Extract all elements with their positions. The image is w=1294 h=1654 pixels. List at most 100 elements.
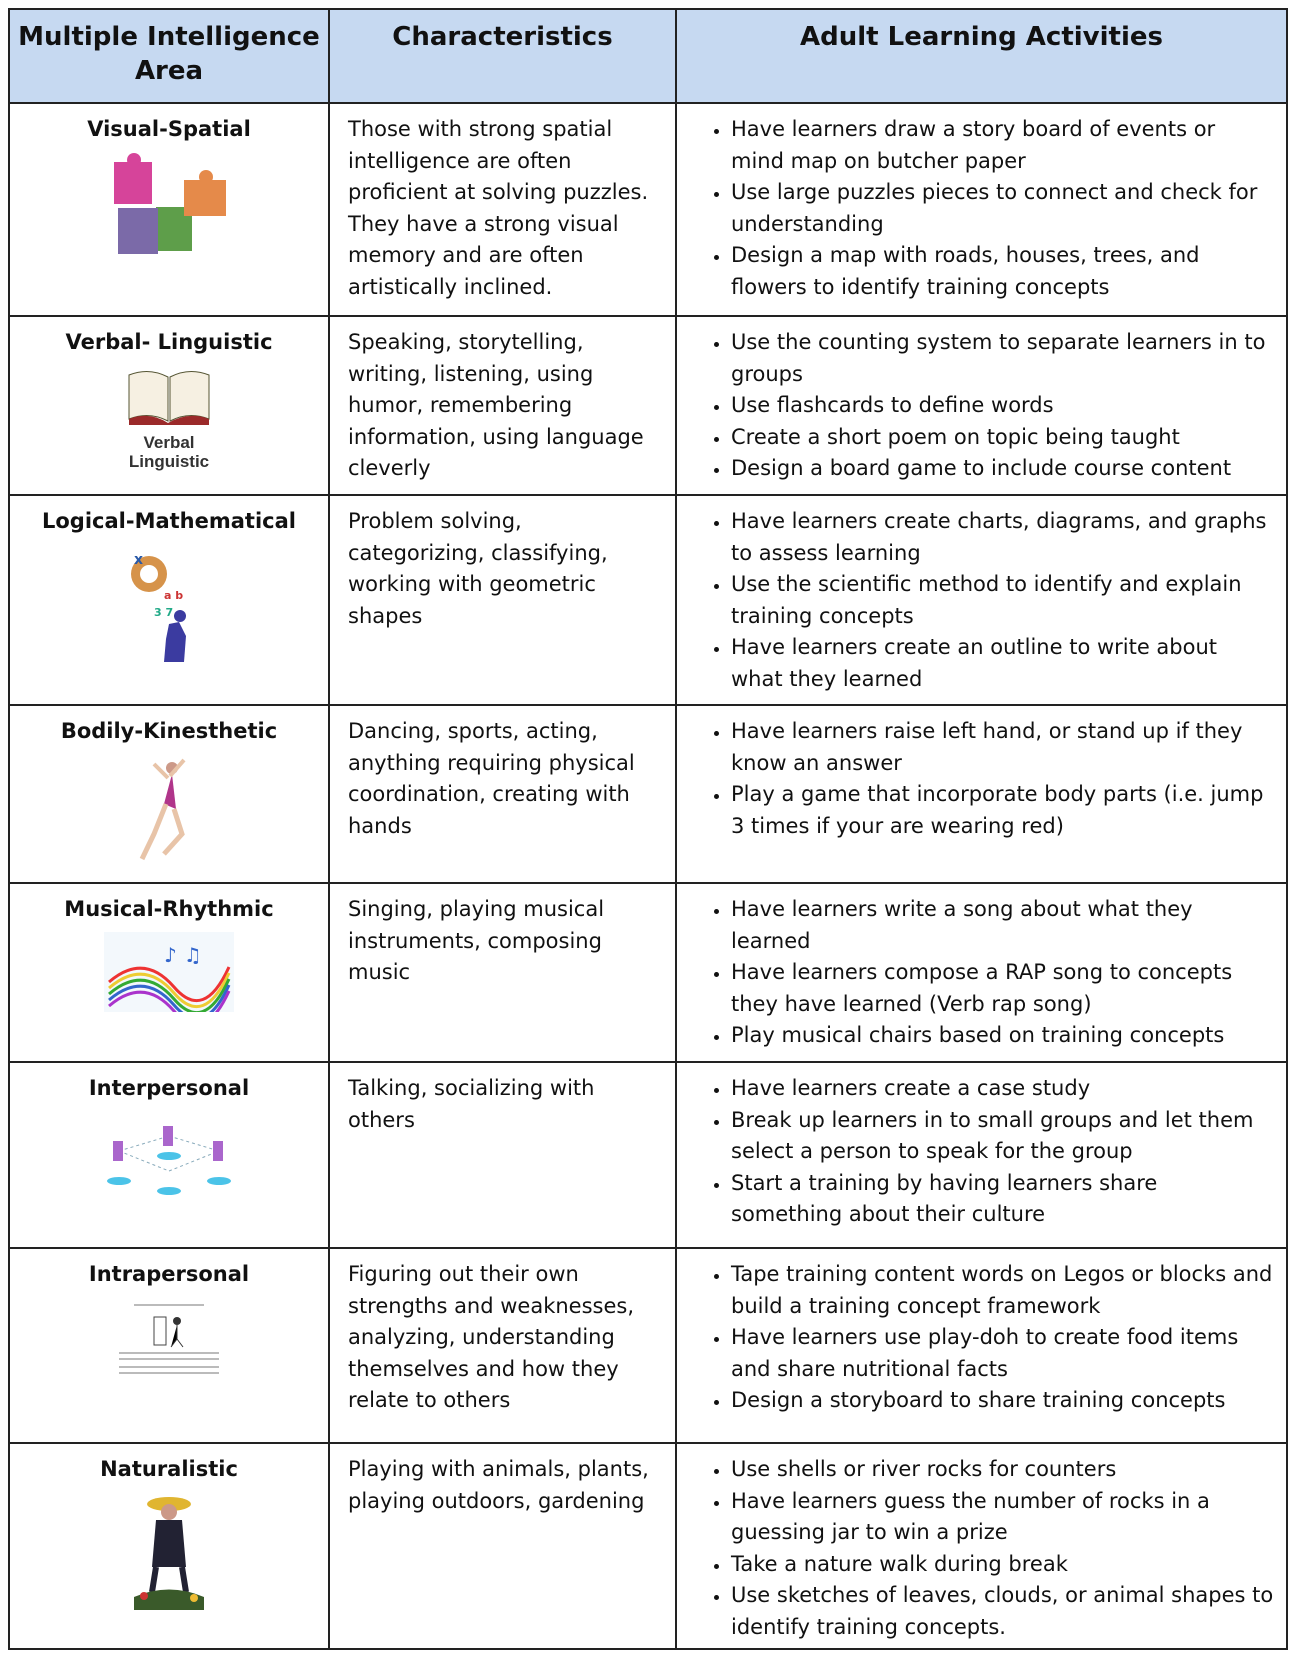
- area-icon: [16, 754, 322, 864]
- activity-item: Have learners compose a RAP song to conc…: [731, 957, 1274, 1020]
- table-row: Interpersonal Talking, socializing with o…: [8, 1061, 1288, 1249]
- characteristics-cell: Those with strong spatial intelligence a…: [328, 102, 677, 317]
- area-name: Musical-Rhythmic: [64, 897, 274, 921]
- area-cell: Intrapersonal: [8, 1247, 330, 1444]
- activity-item: Start a training by having learners shar…: [731, 1168, 1274, 1231]
- characteristics-text: Figuring out their own strengths and wea…: [348, 1262, 635, 1412]
- icon-image: [119, 1304, 219, 1373]
- area-name: Logical-Mathematical: [42, 509, 296, 533]
- table-row: Visual-Spatial Those with strong spatial …: [8, 102, 1288, 317]
- header-cell: Multiple Intelligence Area: [8, 8, 330, 104]
- table-row: Logical-Mathematical x a b 3 7 Problem solvi…: [8, 494, 1288, 706]
- activity-list: Tape training content words on Legos or …: [677, 1259, 1274, 1417]
- activities-cell: Have learners create a case studyBreak u…: [675, 1061, 1288, 1249]
- activities-cell: Have learners raise left hand, or stand …: [675, 704, 1288, 884]
- activities-cell: Have learners write a song about what th…: [675, 882, 1288, 1063]
- svg-text:3 7: 3 7: [154, 606, 173, 619]
- area-name: Naturalistic: [100, 1457, 238, 1481]
- table-row: Verbal- Linguistic Verbal Linguistic Speak…: [8, 315, 1288, 496]
- area-cell: Bodily-Kinesthetic: [8, 704, 330, 884]
- activity-list: Have learners draw a story board of even…: [677, 114, 1274, 303]
- characteristics-text: Speaking, storytelling, writing, listeni…: [348, 330, 644, 480]
- activity-item: Use the scientific method to identify an…: [731, 569, 1274, 632]
- activities-cell: Tape training content words on Legos or …: [675, 1247, 1288, 1444]
- activity-item: Design a storyboard to share training co…: [731, 1385, 1274, 1417]
- intelligence-table: Multiple Intelligence Area Characteristi…: [8, 8, 1288, 1650]
- activity-item: Have learners guess the number of rocks …: [731, 1486, 1274, 1549]
- activity-list: Have learners raise left hand, or stand …: [677, 716, 1274, 842]
- characteristics-text: Those with strong spatial intelligence a…: [348, 117, 649, 299]
- activity-item: Design a map with roads, houses, trees, …: [731, 240, 1274, 303]
- area-cell: Musical-Rhythmic ♪ ♫: [8, 882, 330, 1063]
- area-name: Verbal- Linguistic: [65, 330, 273, 354]
- header-cell: Characteristics: [328, 8, 677, 104]
- area-cell: Verbal- Linguistic Verbal Linguistic: [8, 315, 330, 496]
- table-row: Naturalistic Playing with animals, plants…: [8, 1442, 1288, 1650]
- area-icon: [16, 152, 322, 267]
- icon-image: [134, 1496, 204, 1610]
- icon-image: [114, 152, 226, 254]
- svg-text:x: x: [134, 552, 143, 568]
- activity-item: Have learners use play-doh to create foo…: [731, 1322, 1274, 1385]
- table-row: Intrapersonal Figuring out their own stre…: [8, 1247, 1288, 1444]
- activity-item: Have learners draw a story board of even…: [731, 114, 1274, 177]
- area-icon: [16, 1111, 322, 1201]
- table-body: Visual-Spatial Those with strong spatial …: [8, 102, 1288, 1650]
- area-cell: Visual-Spatial: [8, 102, 330, 317]
- characteristics-text: Problem solving, categorizing, classifyi…: [348, 509, 608, 628]
- header-cell: Adult Learning Activities: [675, 8, 1288, 104]
- activity-item: Use flashcards to define words: [731, 390, 1274, 422]
- activity-list: Have learners create charts, diagrams, a…: [677, 506, 1274, 695]
- activity-item: Take a nature walk during break: [731, 1549, 1274, 1581]
- activities-cell: Have learners draw a story board of even…: [675, 102, 1288, 317]
- area-cell: Naturalistic: [8, 1442, 330, 1650]
- activity-item: Have learners write a song about what th…: [731, 894, 1274, 957]
- header-row: Multiple Intelligence Area Characteristi…: [8, 8, 1288, 104]
- area-name: Visual-Spatial: [87, 117, 251, 141]
- icon-image: [107, 1125, 231, 1195]
- svg-text:a b: a b: [164, 589, 183, 602]
- activity-list: Have learners create a case studyBreak u…: [677, 1073, 1274, 1231]
- activity-item: Play musical chairs based on training co…: [731, 1020, 1274, 1052]
- activity-item: Design a board game to include course co…: [731, 453, 1274, 485]
- activity-item: Have learners raise left hand, or stand …: [731, 716, 1274, 779]
- area-cell: Logical-Mathematical x a b 3 7: [8, 494, 330, 706]
- table-row: Bodily-Kinesthetic Dancing, sports, actin…: [8, 704, 1288, 884]
- area-cell: Interpersonal: [8, 1061, 330, 1249]
- activity-item: Have learners create a case study: [731, 1073, 1274, 1105]
- area-name: Interpersonal: [88, 1076, 250, 1100]
- characteristics-text: Playing with animals, plants, playing ou…: [348, 1457, 649, 1513]
- area-icon: x a b 3 7: [16, 544, 322, 664]
- icon-image: [128, 370, 210, 425]
- activity-item: Use sketches of leaves, clouds, or anima…: [731, 1580, 1274, 1643]
- activities-cell: Have learners create charts, diagrams, a…: [675, 494, 1288, 706]
- characteristics-cell: Speaking, storytelling, writing, listeni…: [328, 315, 677, 496]
- characteristics-cell: Problem solving, categorizing, classifyi…: [328, 494, 677, 706]
- icon-caption: Verbal Linguistic: [128, 432, 210, 471]
- table-row: Musical-Rhythmic ♪ ♫ Singing, playing musi…: [8, 882, 1288, 1063]
- area-icon: ♪ ♫: [16, 931, 322, 1012]
- activity-item: Use the counting system to separate lear…: [731, 327, 1274, 390]
- activity-item: Have learners create an outline to write…: [731, 632, 1274, 695]
- activities-cell: Use shells or river rocks for countersHa…: [675, 1442, 1288, 1650]
- activities-cell: Use the counting system to separate lear…: [675, 315, 1288, 496]
- activity-list: Use the counting system to separate lear…: [677, 327, 1274, 485]
- activity-item: Create a short poem on topic being taugh…: [731, 422, 1274, 454]
- area-icon: [16, 365, 322, 427]
- icon-image: ♪ ♫: [104, 931, 234, 1012]
- activity-item: Use shells or river rocks for counters: [731, 1454, 1274, 1486]
- svg-text:♪ ♫: ♪ ♫: [164, 943, 202, 967]
- area-icon: [16, 1492, 322, 1612]
- activity-list: Use shells or river rocks for countersHa…: [677, 1454, 1274, 1643]
- characteristics-cell: Playing with animals, plants, playing ou…: [328, 1442, 677, 1650]
- area-name: Intrapersonal: [88, 1262, 250, 1286]
- activity-item: Have learners create charts, diagrams, a…: [731, 506, 1274, 569]
- area-icon: [16, 1297, 322, 1377]
- activity-item: Tape training content words on Legos or …: [731, 1259, 1274, 1322]
- characteristics-text: Singing, playing musical instruments, co…: [348, 897, 605, 984]
- activity-list: Have learners write a song about what th…: [677, 894, 1274, 1052]
- characteristics-cell: Dancing, sports, acting, anything requir…: [328, 704, 677, 884]
- activity-item: Play a game that incorporate body parts …: [731, 779, 1274, 842]
- characteristics-text: Talking, socializing with others: [348, 1076, 595, 1132]
